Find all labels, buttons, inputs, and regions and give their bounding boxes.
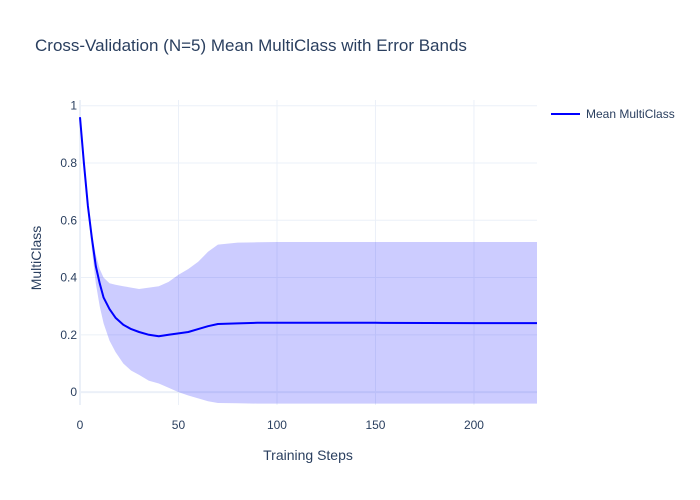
x-tick-label: 50 <box>172 418 186 432</box>
x-tick-label: 150 <box>365 418 385 432</box>
y-axis-ticks: 0 0.2 0.4 0.6 0.8 1 <box>60 99 77 399</box>
mean-line-series <box>79 117 537 338</box>
error-band <box>80 117 537 404</box>
y-axis-title: MultiClass <box>28 226 44 291</box>
chart-title: Cross-Validation (N=5) Mean MultiClass w… <box>35 36 467 55</box>
y-tick-label: 0 <box>70 385 77 399</box>
x-tick-label: 200 <box>464 418 484 432</box>
x-axis-ticks: 0 50 100 150 200 <box>77 418 485 432</box>
x-tick-label: 0 <box>77 418 84 432</box>
y-tick-label: 0.2 <box>60 328 77 342</box>
y-tick-label: 0.4 <box>60 271 77 285</box>
mean-multiclass-line <box>79 117 537 338</box>
legend-label: Mean MultiClass <box>586 107 675 121</box>
legend[interactable]: Mean MultiClass <box>551 107 675 121</box>
y-tick-label: 0.6 <box>60 213 77 227</box>
y-tick-label: 0.8 <box>60 156 77 170</box>
x-tick-label: 100 <box>267 418 287 432</box>
error-band-area <box>80 117 537 404</box>
grid <box>79 100 537 405</box>
x-axis-title: Training Steps <box>263 447 353 463</box>
y-tick-label: 1 <box>70 99 77 113</box>
